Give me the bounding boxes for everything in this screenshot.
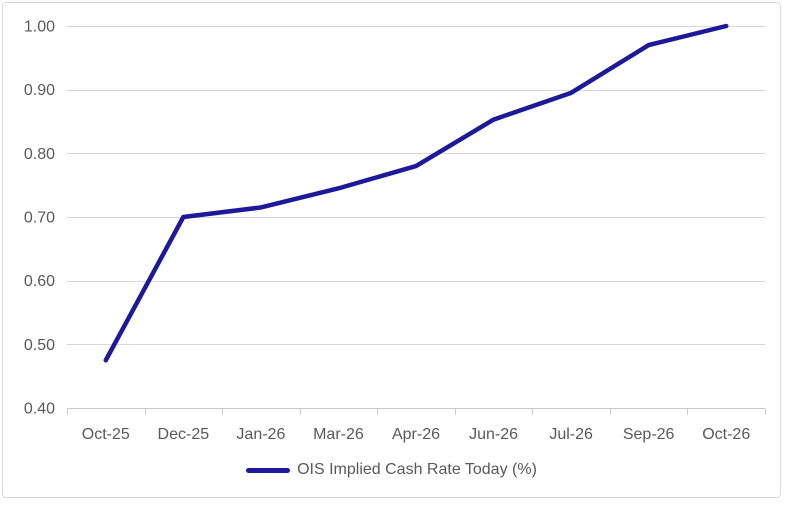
- x-tick-label: Dec-25: [158, 426, 210, 443]
- legend-label: OIS Implied Cash Rate Today (%): [297, 461, 537, 478]
- line-chart-plot: 0.40 0.50 0.60 0.70 0.80 0.90 1.00 Oct-25 Dec-25…: [24, 19, 766, 443]
- x-tick-label: Jun-26: [469, 426, 518, 443]
- x-tick-label: Sep-26: [623, 426, 675, 443]
- y-tick-label: 0.50: [24, 337, 55, 354]
- y-tick-label: 0.70: [24, 210, 55, 227]
- y-tick-label: 1.00: [24, 19, 55, 36]
- series-line: [103, 23, 729, 363]
- legend: OIS Implied Cash Rate Today (%): [3, 458, 780, 482]
- chart-card: 0.40 0.50 0.60 0.70 0.80 0.90 1.00 Oct-25 Dec-25…: [2, 2, 781, 498]
- x-tick-label: Oct-26: [702, 426, 750, 443]
- x-tick-label: Jan-26: [236, 426, 285, 443]
- legend-line-swatch: [246, 467, 291, 473]
- y-tick-label: 0.80: [24, 146, 55, 163]
- y-tick-label: 0.60: [24, 273, 55, 290]
- x-tick-label: Oct-25: [82, 426, 130, 443]
- x-tick-label: Apr-26: [392, 426, 440, 443]
- x-tick-label: Mar-26: [313, 426, 364, 443]
- x-tick-label: Jul-26: [549, 426, 593, 443]
- y-tick-label: 0.90: [24, 82, 55, 99]
- y-tick-label: 0.40: [24, 401, 55, 418]
